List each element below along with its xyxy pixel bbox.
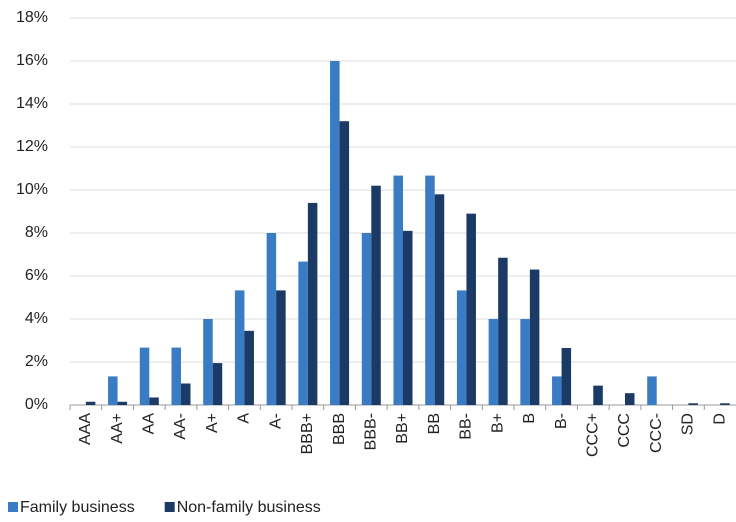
bar [339,121,350,405]
bar [108,376,118,405]
y-tick-label: 8% [25,224,48,241]
x-tick-label: CCC [616,413,633,448]
bar [181,383,191,405]
bar [85,401,96,405]
x-tick-label: AA [141,413,158,435]
bar [552,376,562,405]
bar [520,319,530,405]
bar [203,319,213,405]
bar [276,290,286,405]
x-tick-label: BBB+ [299,413,316,454]
y-tick-label: 12% [16,138,48,155]
y-tick-label: 2% [25,353,48,370]
bar [212,363,223,405]
y-tick-label: 6% [25,267,48,284]
legend-label: Family business [20,499,135,516]
bar [466,213,476,405]
bar [149,397,159,405]
bar [529,269,540,405]
bar [498,257,508,405]
y-tick-label: 16% [16,52,48,69]
x-tick-label: A- [267,413,284,429]
bar [688,403,698,405]
bar [425,175,435,405]
x-tick-label: BB [426,413,443,434]
x-tick-label: A+ [204,413,221,433]
bar [234,290,245,405]
bar [456,290,467,405]
bar [488,319,499,405]
bar [139,347,150,405]
legend-swatch [8,502,18,512]
bar [171,347,181,405]
legend-swatch [164,502,175,512]
bar [393,175,403,405]
x-tick-label: BB+ [394,413,411,444]
x-tick-label: B [521,413,538,424]
bar [593,385,603,405]
bar [434,194,445,405]
bar [625,393,635,405]
y-tick-label: 0% [25,396,48,413]
bar [298,261,308,405]
bar [403,230,413,405]
x-tick-label: D [711,413,728,425]
x-tick-label: AA- [172,413,189,440]
bar [330,61,340,405]
x-tick-label: A [236,413,253,424]
x-tick-label: B- [553,413,570,429]
bar [117,401,128,405]
x-tick-label: BB- [458,413,475,440]
y-tick-label: 14% [16,95,48,112]
bar [720,403,730,405]
bar [371,185,381,405]
bar [647,376,657,405]
x-tick-label: SD [680,413,697,435]
y-tick-label: 18% [16,9,48,26]
x-tick-label: CCC- [648,413,665,453]
bar [244,330,254,405]
y-tick-label: 4% [25,310,48,327]
x-tick-label: AA+ [109,413,126,444]
x-tick-label: BBB- [363,413,380,450]
y-tick-label: 10% [16,181,48,198]
bar [361,233,372,405]
x-tick-label: BBB [331,413,348,445]
x-tick-label: AAA [77,413,94,445]
x-tick-label: CCC+ [585,413,602,457]
bar [561,348,572,405]
legend-label: Non-family business [177,499,321,516]
bar [266,233,277,405]
x-tick-label: B+ [489,413,506,433]
bar [307,202,318,405]
